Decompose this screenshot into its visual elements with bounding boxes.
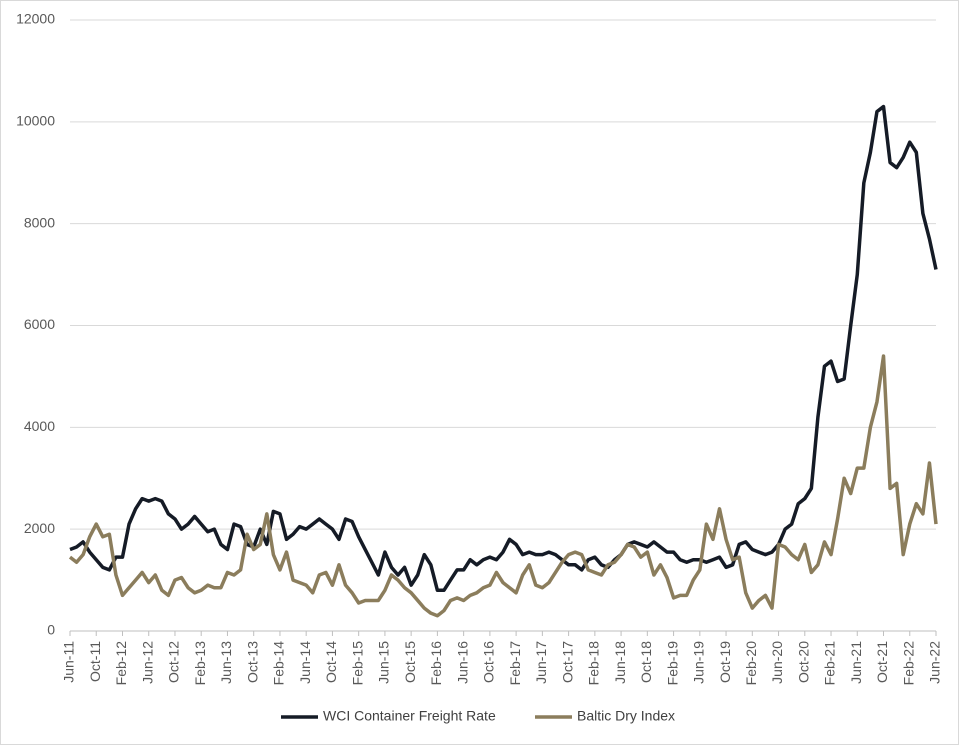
x-tick-label: Feb-19 [664, 641, 680, 686]
x-tick-label: Jun-18 [612, 641, 628, 684]
x-tick-label: Feb-13 [192, 641, 208, 686]
x-tick-label: Jun-12 [139, 641, 155, 684]
y-tick-label: 0 [47, 622, 55, 638]
x-tick-label: Jun-22 [927, 641, 943, 684]
x-tick-label: Oct-17 [559, 641, 575, 683]
x-tick-label: Jun-13 [218, 641, 234, 684]
x-tick-label: Jun-15 [376, 641, 392, 684]
x-tick-label: Feb-22 [900, 641, 916, 686]
x-tick-label: Oct-14 [323, 641, 339, 683]
x-tick-label: Jun-17 [533, 641, 549, 684]
y-tick-label: 8000 [24, 214, 55, 230]
x-tick-label: Oct-18 [638, 641, 654, 683]
x-tick-label: Jun-14 [297, 641, 313, 684]
x-tick-label: Feb-16 [428, 641, 444, 686]
x-tick-label: Oct-15 [402, 641, 418, 683]
y-tick-label: 10000 [16, 113, 55, 129]
y-tick-label: 6000 [24, 316, 55, 332]
x-tick-label: Feb-14 [271, 641, 287, 686]
y-tick-label: 4000 [24, 418, 55, 434]
x-tick-label: Jun-21 [848, 641, 864, 684]
x-tick-label: Oct-20 [795, 641, 811, 683]
y-tick-label: 2000 [24, 520, 55, 536]
x-tick-label: Oct-12 [166, 641, 182, 683]
x-tick-label: Jun-11 [61, 641, 77, 683]
x-tick-label: Jun-19 [691, 641, 707, 684]
x-tick-label: Oct-21 [874, 641, 890, 683]
x-tick-label: Oct-19 [717, 641, 733, 683]
series-line [69, 104, 938, 593]
x-tick-label: Oct-11 [87, 641, 103, 682]
x-tick-label: Feb-15 [349, 641, 365, 686]
x-tick-label: Oct-16 [481, 641, 497, 683]
x-tick-label: Oct-13 [244, 641, 260, 683]
x-tick-label: Feb-20 [743, 641, 759, 686]
y-tick-label: 12000 [16, 11, 55, 27]
x-tick-label: Feb-12 [113, 641, 129, 686]
x-tick-label: Feb-18 [586, 641, 602, 686]
x-tick-label: Jun-16 [454, 641, 470, 684]
series-line [68, 354, 938, 618]
x-tick-label: Feb-17 [507, 641, 523, 686]
legend-label: WCI Container Freight Rate [323, 708, 496, 724]
x-tick-label: Feb-21 [822, 641, 838, 686]
legend-label: Baltic Dry Index [577, 708, 675, 724]
x-tick-label: Jun-20 [769, 641, 785, 684]
